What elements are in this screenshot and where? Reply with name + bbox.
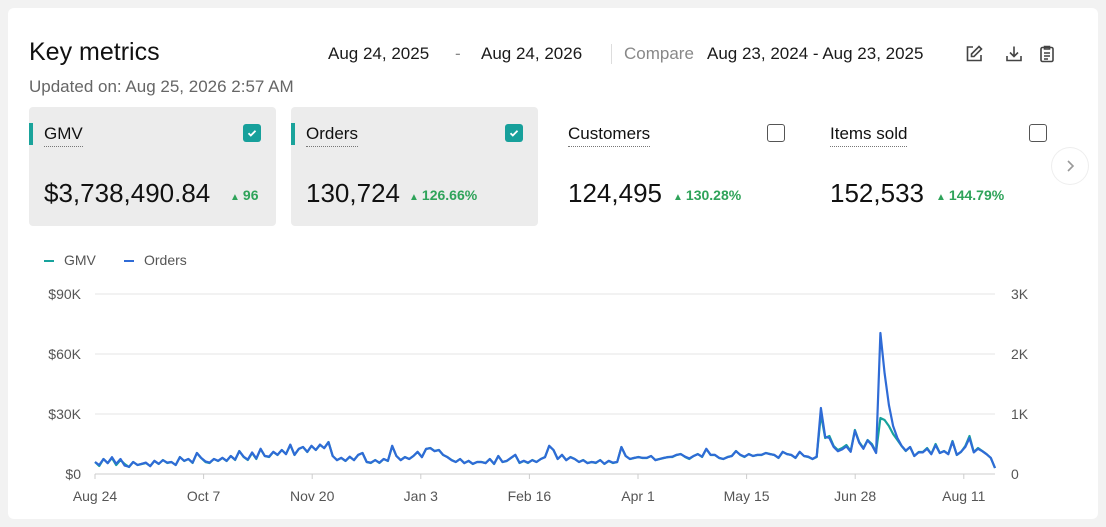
x-tick-label: Nov 20 [290, 488, 335, 504]
checkbox-checked[interactable] [505, 124, 523, 142]
legend-swatch [124, 260, 134, 263]
metric-change: ▲ 144.79% [936, 187, 1004, 203]
metric-change: ▲ 126.66% [409, 187, 477, 203]
x-tick-label: Apr 1 [621, 488, 655, 504]
metric-change-value: 96 [242, 187, 259, 203]
y-right-tick-label: 0 [1011, 466, 1019, 482]
legend-label: GMV [64, 252, 96, 268]
compare-label: Compare [624, 44, 694, 63]
y-right-tick-label: 2K [1011, 346, 1029, 362]
metric-label: Orders [306, 124, 358, 147]
up-arrow-icon: ▲ [936, 192, 946, 203]
metric-change-value: 130.28% [685, 187, 742, 203]
y-right-tick-label: 1K [1011, 406, 1029, 422]
legend-swatch [44, 260, 54, 263]
y-right-tick-label: 3K [1011, 286, 1029, 302]
x-tick-label: Jun 28 [834, 488, 876, 504]
x-tick-label: Aug 24 [73, 488, 118, 504]
metric-change-value: 126.66% [421, 187, 478, 203]
next-arrow-button[interactable] [1052, 148, 1088, 184]
metric-accent [291, 123, 295, 145]
date-separator: - [455, 44, 461, 63]
download-icon[interactable] [1004, 44, 1024, 64]
checkbox-unchecked[interactable] [767, 124, 785, 142]
legend-orders[interactable]: Orders [124, 252, 187, 268]
metric-value: $3,738,490.84 [44, 178, 211, 208]
x-tick-label: Jan 3 [404, 488, 438, 504]
up-arrow-icon: ▲ [230, 192, 240, 203]
metric-change: ▲ 96 [230, 187, 258, 203]
metric-change: ▲ 130.28% [673, 187, 741, 203]
metric-card-gmv[interactable]: GMV $3,738,490.84 ▲ 96 [29, 107, 276, 226]
legend-label: Orders [144, 252, 187, 268]
series-line-gmv [94, 412, 997, 469]
page-title: Key metrics [29, 38, 160, 66]
metric-accent [29, 123, 33, 145]
x-tick-label: Feb 16 [508, 488, 552, 504]
divider [611, 44, 612, 64]
checkbox-unchecked[interactable] [1029, 124, 1047, 142]
updated-timestamp: Updated on: Aug 25, 2026 2:57 AM [29, 77, 294, 96]
legend-gmv[interactable]: GMV [44, 252, 96, 268]
metric-label: Items sold [830, 124, 908, 147]
x-tick-label: Aug 11 [942, 488, 986, 504]
metric-value: 130,724 [306, 178, 400, 208]
key-metrics-card: Key metrics Updated on: Aug 25, 2026 2:5… [8, 8, 1098, 519]
date-start[interactable]: Aug 24, 2025 [328, 44, 430, 63]
y-left-tick-label: $90K [48, 286, 81, 302]
metric-card-items-sold[interactable]: Items sold 152,533 ▲ 144.79% [815, 107, 1062, 226]
date-end[interactable]: Aug 24, 2026 [481, 44, 583, 63]
edit-icon[interactable] [964, 44, 984, 64]
checkbox-checked[interactable] [243, 124, 261, 142]
x-tick-label: May 15 [724, 488, 770, 504]
metric-card-customers[interactable]: Customers 124,495 ▲ 130.28% [553, 107, 800, 226]
line-chart: $0 0 $30K 1K $60K 2K $90K 3K Aug 24 Oct 7 Nov 20 Ja… [48, 286, 1029, 504]
compare-range[interactable]: Aug 23, 2024 - Aug 23, 2025 [707, 44, 924, 63]
metric-value: 152,533 [830, 178, 924, 208]
y-left-tick-label: $30K [48, 406, 81, 422]
y-left-tick-label: $60K [48, 346, 81, 362]
y-left-tick-label: $0 [65, 466, 81, 482]
up-arrow-icon: ▲ [409, 192, 419, 203]
up-arrow-icon: ▲ [673, 192, 683, 203]
clipboard-icon[interactable] [1037, 44, 1057, 64]
series-line-orders [94, 331, 997, 469]
metric-label: GMV [44, 124, 83, 147]
x-tick-label: Oct 7 [187, 488, 221, 504]
metric-label: Customers [568, 124, 651, 147]
metric-value: 124,495 [568, 178, 662, 208]
chevron-right-icon [1067, 160, 1075, 172]
metric-change-value: 144.79% [948, 187, 1005, 203]
metric-card-orders[interactable]: Orders 130,724 ▲ 126.66% [291, 107, 538, 226]
